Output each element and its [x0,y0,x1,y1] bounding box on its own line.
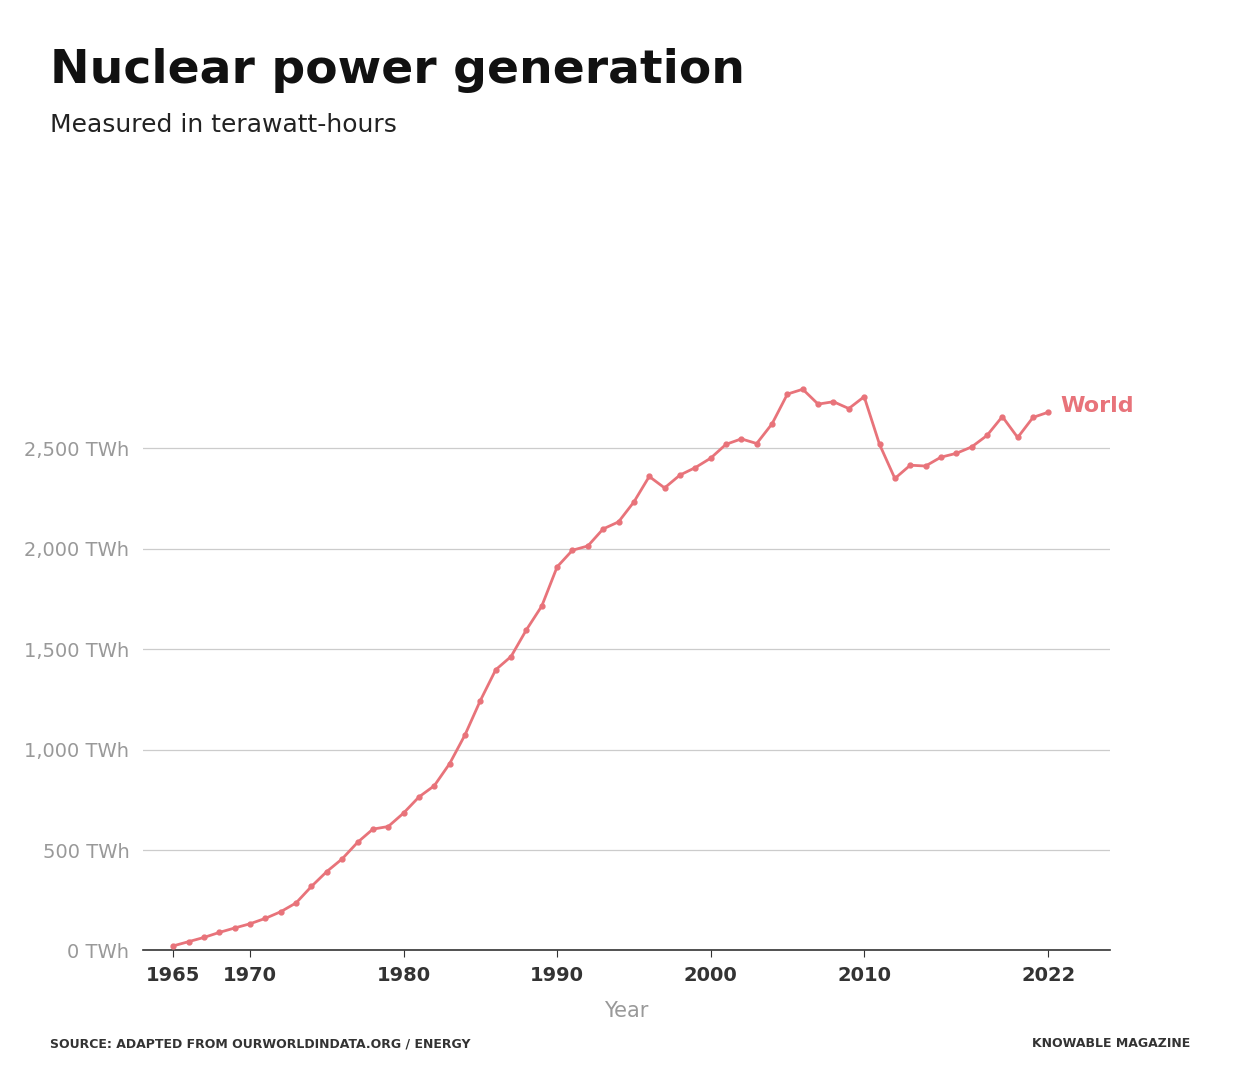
Text: Our World: Our World [1076,42,1174,60]
Text: SOURCE: ADAPTED FROM OURWORLDINDATA.ORG / ENERGY: SOURCE: ADAPTED FROM OURWORLDINDATA.ORG … [50,1037,470,1050]
X-axis label: Year: Year [604,1001,649,1021]
Text: Measured in terawatt-hours: Measured in terawatt-hours [50,113,397,136]
Text: Nuclear power generation: Nuclear power generation [50,48,744,93]
Text: World: World [1060,396,1135,416]
Text: in Data: in Data [1090,78,1161,97]
Text: KNOWABLE MAGAZINE: KNOWABLE MAGAZINE [1032,1037,1190,1050]
